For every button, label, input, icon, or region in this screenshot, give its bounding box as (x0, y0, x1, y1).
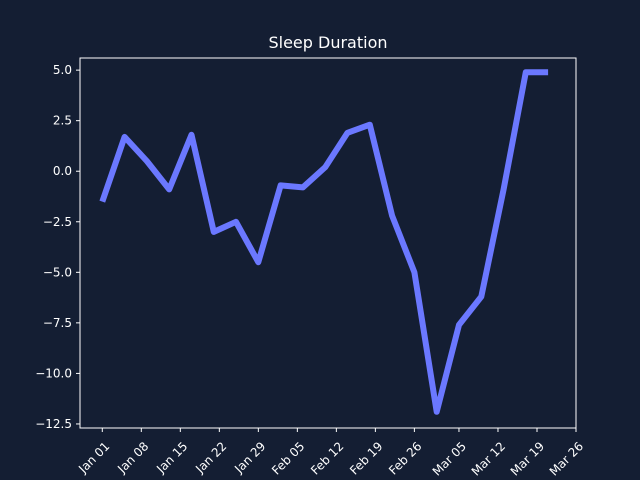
y-tick-label: −7.5 (43, 316, 72, 330)
y-tick-label: 2.5 (53, 114, 72, 128)
series-layer (99, 69, 549, 415)
plot-border (79, 57, 577, 429)
x-axis: Jan 01 Jan 08 Jan 15 Jan 22 Jan 29 Feb 05 Feb … (75, 428, 586, 479)
y-tick-label: 5.0 (53, 63, 72, 77)
y-tick-label: −12.5 (35, 417, 72, 431)
x-tick-label: Mar 19 (508, 439, 547, 478)
x-tick-label: Jan 08 (114, 439, 151, 476)
x-tick-label: Jan 22 (192, 439, 229, 476)
x-tick-label: Jan 15 (153, 439, 190, 476)
x-tick-label: Mar 26 (547, 439, 586, 478)
y-tick-label: 0.0 (53, 164, 72, 178)
x-tick-label: Mar 12 (469, 439, 508, 478)
x-tick-label: Feb 05 (269, 439, 307, 477)
x-tick-label: Mar 05 (430, 439, 469, 478)
plot-frame (79, 57, 577, 429)
x-tick-label: Jan 01 (75, 439, 112, 476)
y-tick-label: −2.5 (43, 215, 72, 229)
y-tick-label: −10.0 (35, 366, 72, 380)
y-tick-label: −5.0 (43, 265, 72, 279)
x-tick-label: Feb 12 (308, 439, 346, 477)
chart-title: Sleep Duration (268, 33, 387, 52)
y-axis: 5.0 2.5 0.0 −2.5 −5.0 −7.5 −10.0 −12.5 (35, 63, 80, 431)
x-tick-label: Feb 26 (386, 439, 424, 477)
x-tick-label: Jan 29 (231, 439, 268, 476)
series-line-0 (99, 69, 549, 415)
x-tick-label: Feb 19 (347, 439, 385, 477)
